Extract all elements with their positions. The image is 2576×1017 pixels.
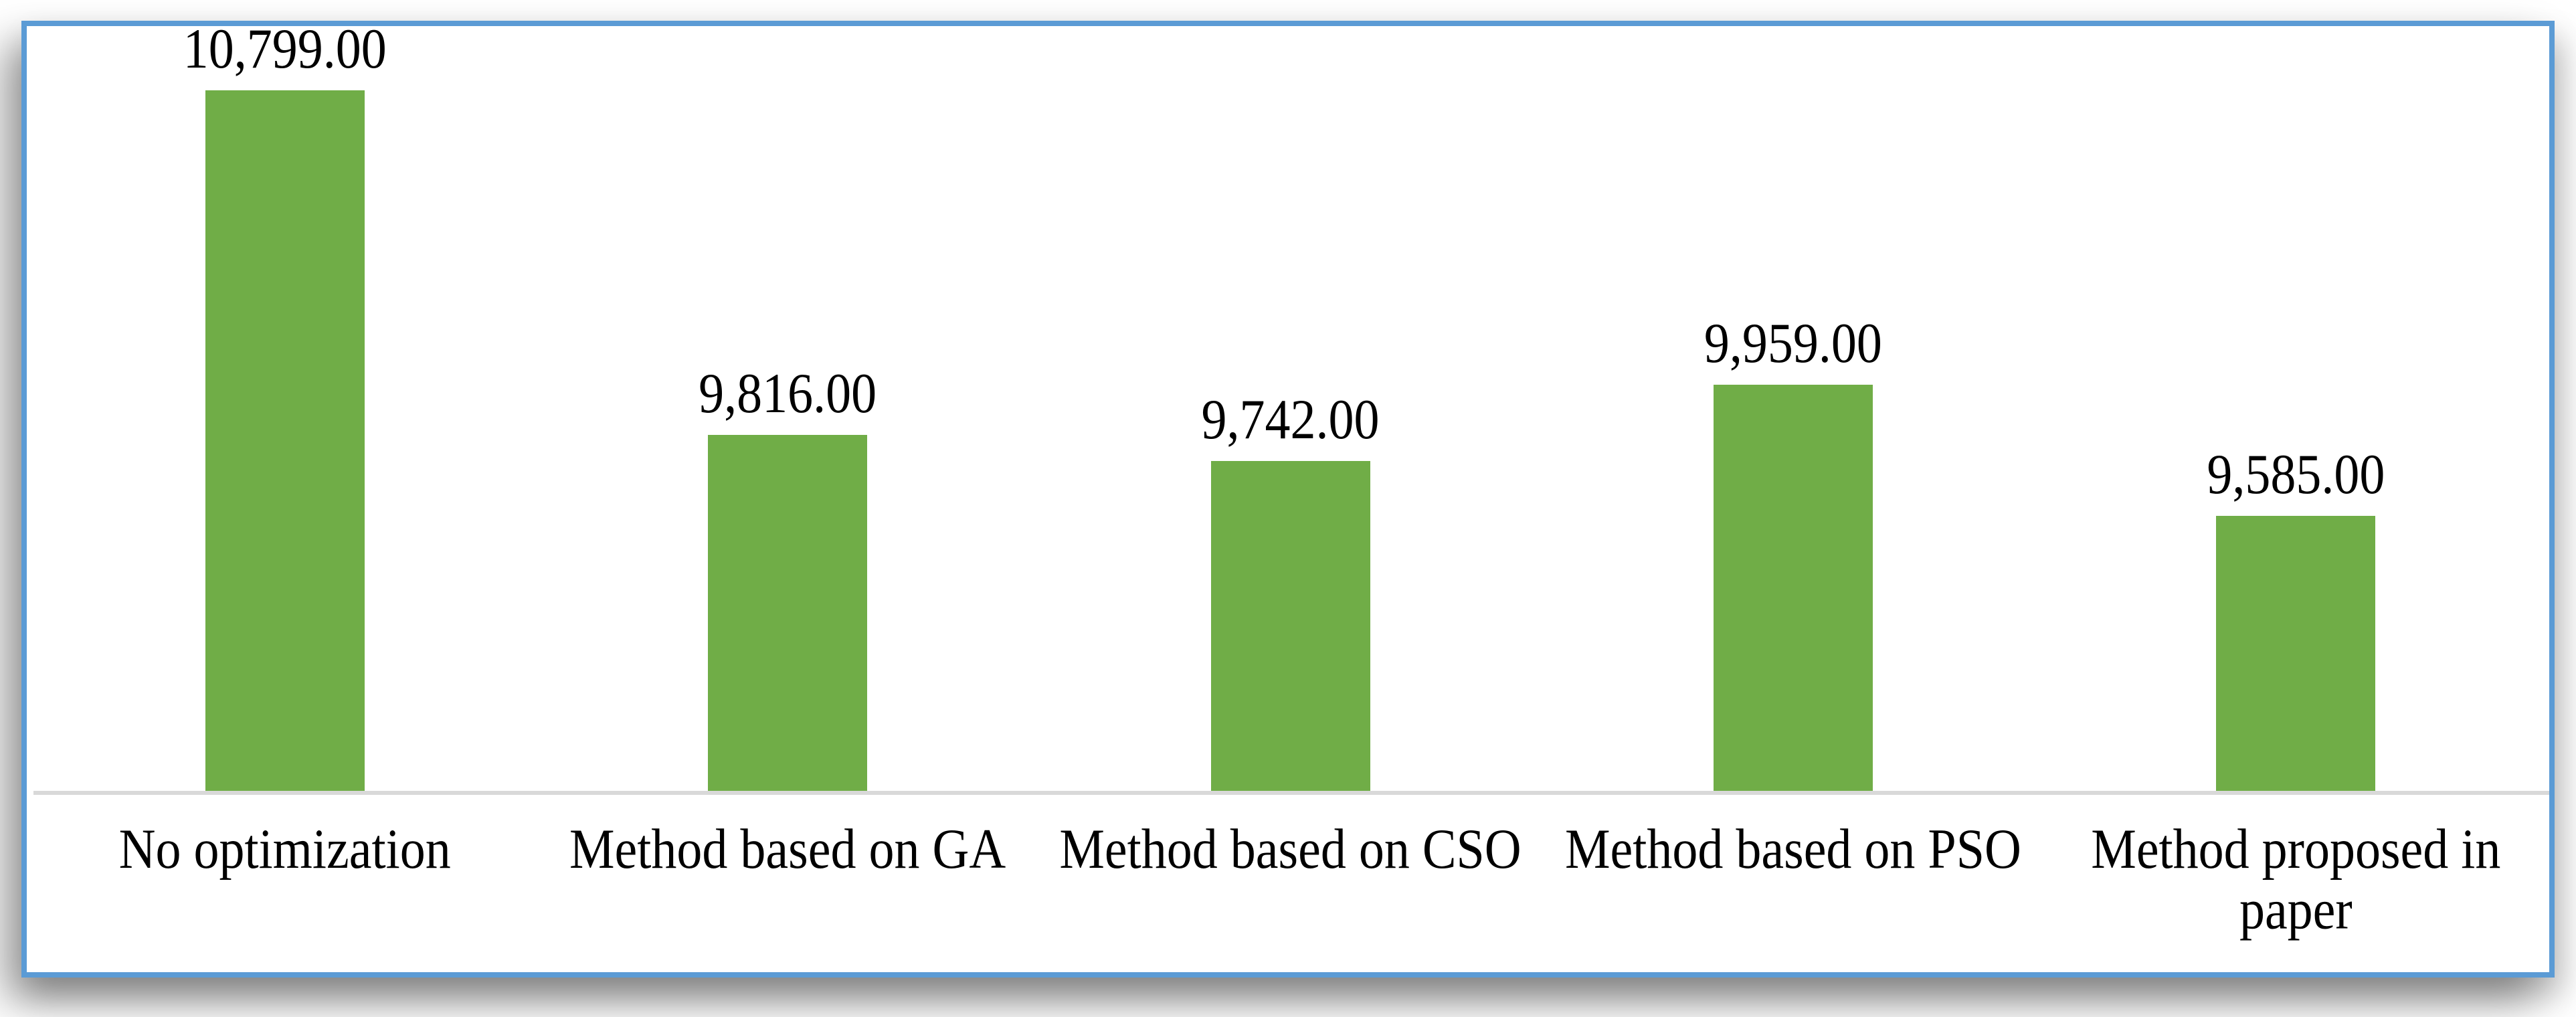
category-label: Method based on GA: [569, 817, 1006, 881]
data-label: 9,585.00: [2207, 443, 2385, 506]
category-label: Method proposed in paper: [2091, 817, 2501, 941]
data-label: 9,959.00: [1704, 312, 1882, 375]
bar: [2216, 516, 2376, 791]
bar: [1210, 461, 1370, 791]
bar: [1713, 385, 1873, 791]
bar-slot-2: 9,816.00: [536, 363, 1038, 791]
bar-slot-1: 10,799.00: [33, 18, 536, 791]
bar-slot-3: 9,742.00: [1039, 389, 1542, 791]
plot-area: 10,799.00 9,816.00 9,742.00 9,959.00 9,5…: [33, 18, 2547, 791]
data-label: 10,799.00: [183, 17, 387, 81]
chart-frame: 10,799.00 9,816.00 9,742.00 9,959.00 9,5…: [21, 18, 2555, 978]
data-label: 9,742.00: [1201, 388, 1380, 452]
category-label: No optimization: [118, 817, 451, 881]
category-axis-line: [33, 791, 2549, 795]
bar: [708, 435, 868, 791]
category-axis-labels: No optimization Method based on GA Metho…: [33, 819, 2547, 939]
bar-slot-4: 9,959.00: [1542, 312, 2044, 791]
data-label: 9,816.00: [699, 362, 877, 426]
bar-slot-5: 9,585.00: [2045, 444, 2547, 791]
category-label: Method based on CSO: [1059, 817, 1522, 881]
bar: [205, 90, 365, 791]
category-label: Method based on PSO: [1564, 817, 2021, 881]
